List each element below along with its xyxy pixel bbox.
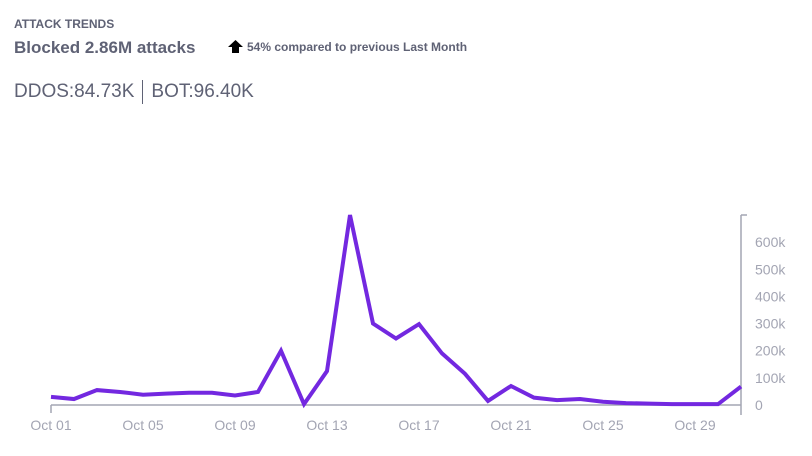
x-tick-label: Oct 25 (582, 417, 623, 433)
y-tick-label: 200k (755, 343, 786, 359)
x-tick-label: Oct 17 (398, 417, 439, 433)
x-tick-label: Oct 29 (674, 417, 715, 433)
attacks-series-line (50, 214, 743, 409)
blocked-total: Blocked 2.86M attacks (14, 38, 196, 57)
x-tick-label: Oct 09 (214, 417, 255, 433)
y-tick-label: 600k (755, 234, 786, 250)
divider (142, 80, 144, 104)
section-title: ATTACK TRENDS (14, 17, 115, 31)
y-tick-label: 300k (755, 316, 786, 332)
x-tick-label: Oct 01 (30, 417, 71, 433)
y-tick-label: 400k (755, 288, 786, 304)
ddos-stat: DDOS:84.73K (14, 81, 135, 103)
attack-breakdown: DDOS:84.73K BOT:96.40K (14, 80, 254, 104)
x-tick-label: Oct 21 (490, 417, 531, 433)
trend-text: 54% compared to previous Last Month (247, 40, 468, 54)
y-tick-label: 0 (755, 397, 763, 413)
x-tick-label: Oct 13 (306, 417, 347, 433)
arrow-up-icon (228, 40, 243, 53)
y-tick-label: 100k (755, 370, 786, 386)
bot-stat: BOT:96.40K (151, 81, 254, 103)
y-tick-label: 500k (755, 261, 786, 277)
x-tick-label: Oct 05 (122, 417, 163, 433)
trend-comparison: 54% compared to previous Last Month (228, 40, 467, 54)
